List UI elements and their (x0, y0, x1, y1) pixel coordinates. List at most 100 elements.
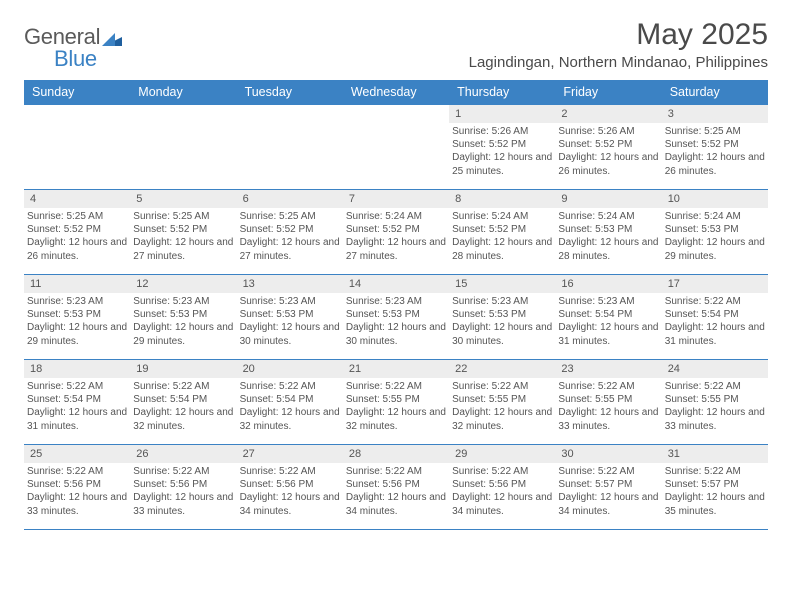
sunset-text: Sunset: 5:55 PM (665, 393, 765, 406)
sunset-text: Sunset: 5:52 PM (240, 223, 340, 236)
day-cell: 24Sunrise: 5:22 AMSunset: 5:55 PMDayligh… (662, 360, 768, 444)
sunset-text: Sunset: 5:56 PM (346, 478, 446, 491)
sunset-text: Sunset: 5:53 PM (665, 223, 765, 236)
day-cell: 11Sunrise: 5:23 AMSunset: 5:53 PMDayligh… (24, 275, 130, 359)
sunrise-text: Sunrise: 5:22 AM (665, 465, 765, 478)
sunrise-text: Sunrise: 5:26 AM (452, 125, 552, 138)
day-number: 3 (662, 105, 768, 123)
day-body: Sunrise: 5:24 AMSunset: 5:53 PMDaylight:… (555, 208, 661, 267)
day-number (237, 105, 343, 123)
daylight-text: Daylight: 12 hours and 28 minutes. (558, 236, 658, 262)
day-number: 21 (343, 360, 449, 378)
sunrise-text: Sunrise: 5:25 AM (240, 210, 340, 223)
sunset-text: Sunset: 5:53 PM (346, 308, 446, 321)
daylight-text: Daylight: 12 hours and 30 minutes. (240, 321, 340, 347)
day-number: 17 (662, 275, 768, 293)
logo: GeneralBlue (24, 18, 122, 72)
day-body: Sunrise: 5:26 AMSunset: 5:52 PMDaylight:… (449, 123, 555, 182)
calendar-page: GeneralBlue May 2025 Lagindingan, Northe… (0, 0, 792, 542)
daylight-text: Daylight: 12 hours and 34 minutes. (346, 491, 446, 517)
sunrise-text: Sunrise: 5:24 AM (665, 210, 765, 223)
day-cell: 30Sunrise: 5:22 AMSunset: 5:57 PMDayligh… (555, 445, 661, 529)
day-number: 16 (555, 275, 661, 293)
day-body: Sunrise: 5:25 AMSunset: 5:52 PMDaylight:… (237, 208, 343, 267)
sunset-text: Sunset: 5:53 PM (558, 223, 658, 236)
sunset-text: Sunset: 5:57 PM (665, 478, 765, 491)
weekday-header: Wednesday (343, 80, 449, 104)
day-body: Sunrise: 5:24 AMSunset: 5:52 PMDaylight:… (449, 208, 555, 267)
day-body: Sunrise: 5:25 AMSunset: 5:52 PMDaylight:… (24, 208, 130, 267)
sunset-text: Sunset: 5:56 PM (452, 478, 552, 491)
day-number: 20 (237, 360, 343, 378)
daylight-text: Daylight: 12 hours and 33 minutes. (558, 406, 658, 432)
sunrise-text: Sunrise: 5:22 AM (665, 295, 765, 308)
daylight-text: Daylight: 12 hours and 33 minutes. (665, 406, 765, 432)
day-cell (343, 105, 449, 189)
sunrise-text: Sunrise: 5:23 AM (27, 295, 127, 308)
day-body: Sunrise: 5:22 AMSunset: 5:55 PMDaylight:… (449, 378, 555, 437)
sunset-text: Sunset: 5:56 PM (27, 478, 127, 491)
weekday-header: Sunday (24, 80, 130, 104)
sunrise-text: Sunrise: 5:25 AM (665, 125, 765, 138)
sunrise-text: Sunrise: 5:22 AM (133, 380, 233, 393)
day-number: 19 (130, 360, 236, 378)
sunset-text: Sunset: 5:55 PM (452, 393, 552, 406)
day-number: 29 (449, 445, 555, 463)
daylight-text: Daylight: 12 hours and 26 minutes. (27, 236, 127, 262)
day-number (24, 105, 130, 123)
sunrise-text: Sunrise: 5:22 AM (558, 465, 658, 478)
day-cell: 8Sunrise: 5:24 AMSunset: 5:52 PMDaylight… (449, 190, 555, 274)
day-number: 6 (237, 190, 343, 208)
day-body: Sunrise: 5:22 AMSunset: 5:57 PMDaylight:… (555, 463, 661, 522)
sunrise-text: Sunrise: 5:22 AM (240, 380, 340, 393)
day-body: Sunrise: 5:22 AMSunset: 5:55 PMDaylight:… (343, 378, 449, 437)
sunset-text: Sunset: 5:53 PM (27, 308, 127, 321)
day-number: 2 (555, 105, 661, 123)
sunrise-text: Sunrise: 5:23 AM (133, 295, 233, 308)
day-number: 9 (555, 190, 661, 208)
daylight-text: Daylight: 12 hours and 25 minutes. (452, 151, 552, 177)
sunset-text: Sunset: 5:52 PM (452, 138, 552, 151)
header-row: GeneralBlue May 2025 Lagindingan, Northe… (24, 18, 768, 72)
sunset-text: Sunset: 5:57 PM (558, 478, 658, 491)
daylight-text: Daylight: 12 hours and 27 minutes. (346, 236, 446, 262)
sunset-text: Sunset: 5:52 PM (452, 223, 552, 236)
day-cell: 23Sunrise: 5:22 AMSunset: 5:55 PMDayligh… (555, 360, 661, 444)
weekday-header: Monday (130, 80, 236, 104)
day-body: Sunrise: 5:22 AMSunset: 5:55 PMDaylight:… (555, 378, 661, 437)
day-cell: 18Sunrise: 5:22 AMSunset: 5:54 PMDayligh… (24, 360, 130, 444)
day-cell: 13Sunrise: 5:23 AMSunset: 5:53 PMDayligh… (237, 275, 343, 359)
day-number: 11 (24, 275, 130, 293)
day-cell: 16Sunrise: 5:23 AMSunset: 5:54 PMDayligh… (555, 275, 661, 359)
sunrise-text: Sunrise: 5:25 AM (133, 210, 233, 223)
day-cell: 12Sunrise: 5:23 AMSunset: 5:53 PMDayligh… (130, 275, 236, 359)
week-row: 4Sunrise: 5:25 AMSunset: 5:52 PMDaylight… (24, 189, 768, 274)
sunset-text: Sunset: 5:56 PM (133, 478, 233, 491)
day-number: 8 (449, 190, 555, 208)
day-cell: 15Sunrise: 5:23 AMSunset: 5:53 PMDayligh… (449, 275, 555, 359)
day-body: Sunrise: 5:23 AMSunset: 5:53 PMDaylight:… (237, 293, 343, 352)
day-number: 25 (24, 445, 130, 463)
sunset-text: Sunset: 5:54 PM (240, 393, 340, 406)
day-cell: 25Sunrise: 5:22 AMSunset: 5:56 PMDayligh… (24, 445, 130, 529)
daylight-text: Daylight: 12 hours and 26 minutes. (558, 151, 658, 177)
day-number: 14 (343, 275, 449, 293)
sunrise-text: Sunrise: 5:23 AM (240, 295, 340, 308)
daylight-text: Daylight: 12 hours and 32 minutes. (133, 406, 233, 432)
day-number: 15 (449, 275, 555, 293)
day-number: 13 (237, 275, 343, 293)
sunset-text: Sunset: 5:53 PM (240, 308, 340, 321)
weekday-header: Saturday (662, 80, 768, 104)
day-number: 27 (237, 445, 343, 463)
day-cell: 6Sunrise: 5:25 AMSunset: 5:52 PMDaylight… (237, 190, 343, 274)
day-cell: 9Sunrise: 5:24 AMSunset: 5:53 PMDaylight… (555, 190, 661, 274)
day-body: Sunrise: 5:25 AMSunset: 5:52 PMDaylight:… (130, 208, 236, 267)
day-cell: 19Sunrise: 5:22 AMSunset: 5:54 PMDayligh… (130, 360, 236, 444)
day-number: 30 (555, 445, 661, 463)
week-row: 25Sunrise: 5:22 AMSunset: 5:56 PMDayligh… (24, 444, 768, 530)
day-number (343, 105, 449, 123)
daylight-text: Daylight: 12 hours and 34 minutes. (240, 491, 340, 517)
day-cell: 22Sunrise: 5:22 AMSunset: 5:55 PMDayligh… (449, 360, 555, 444)
day-number: 4 (24, 190, 130, 208)
daylight-text: Daylight: 12 hours and 31 minutes. (558, 321, 658, 347)
